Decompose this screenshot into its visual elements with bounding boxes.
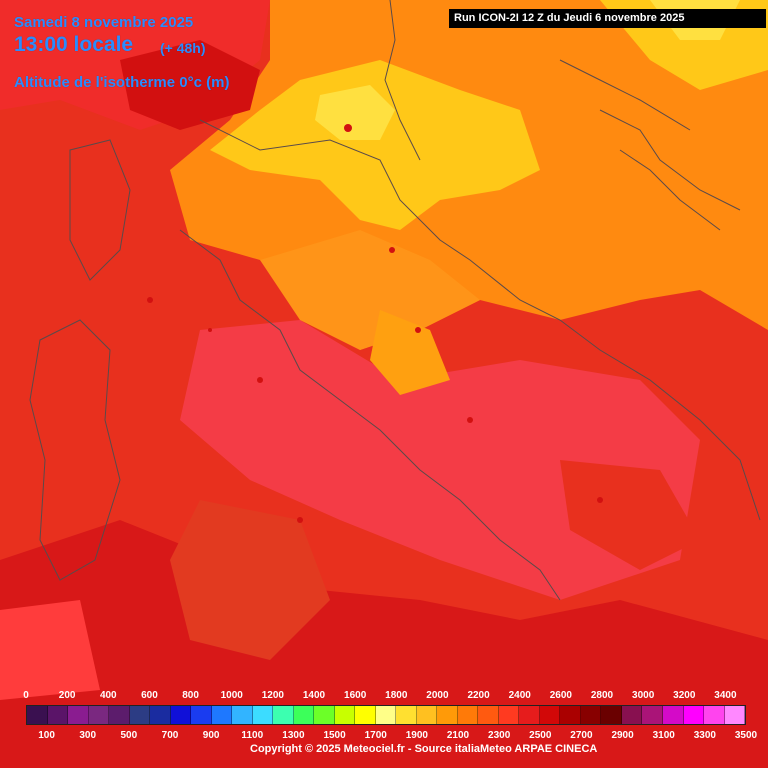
legend-color-bar <box>26 705 746 725</box>
parameter-title: Altitude de l'isotherme 0°c (m) <box>14 74 230 91</box>
legend-tick-label: 800 <box>182 690 199 701</box>
legend-tick-label: 1900 <box>405 730 428 741</box>
legend-tick-label: 500 <box>120 730 138 741</box>
legend-swatch <box>396 706 417 724</box>
legend-tick-label: 1100 <box>241 730 264 741</box>
legend-swatch <box>437 706 458 724</box>
legend-tick-label: 1800 <box>385 690 408 701</box>
legend-swatch <box>683 706 705 724</box>
legend-swatch <box>457 706 479 724</box>
forecast-date: Samedi 8 novembre 2025 <box>14 14 194 31</box>
legend-tick-label: 700 <box>161 730 179 741</box>
color-legend: 0 200 400 600 800 1000 1200 1400 1600 1800 2000 220… <box>0 686 768 768</box>
legend-swatch <box>170 706 192 724</box>
legend-swatch <box>478 706 499 724</box>
legend-tick-label: 3200 <box>673 690 696 701</box>
legend-swatch <box>601 706 622 724</box>
legend-swatch <box>498 706 520 724</box>
legend-tick-label: 400 <box>99 690 117 701</box>
legend-swatch <box>314 706 335 724</box>
legend-swatch <box>724 706 746 724</box>
legend-swatch <box>539 706 561 724</box>
legend-tick-label: 2600 <box>549 690 572 701</box>
legend-tick-label: 300 <box>79 730 97 741</box>
legend-tick-label: 2800 <box>590 690 614 701</box>
legend-swatch <box>416 706 438 724</box>
legend-tick-label: 1000 <box>220 690 243 701</box>
legend-swatch <box>150 706 171 724</box>
legend-swatch <box>519 706 540 724</box>
legend-tick-label: 0 <box>23 690 29 701</box>
forecast-time: 13:00 locale <box>14 33 134 56</box>
legend-tick-label: 1300 <box>282 730 305 741</box>
legend-swatch <box>642 706 663 724</box>
legend-tick-label: 600 <box>141 690 158 701</box>
legend-tick-label: 2000 <box>426 690 449 701</box>
legend-tick-label: 1200 <box>261 690 284 701</box>
legend-swatch <box>273 706 294 724</box>
legend-tick-label: 3300 <box>693 730 716 741</box>
legend-swatch <box>27 706 48 724</box>
legend-swatch <box>88 706 110 724</box>
legend-tick-label: 3100 <box>652 730 675 741</box>
forecast-offset: (+ 48h) <box>160 40 206 56</box>
legend-tick-label: 1400 <box>302 690 326 701</box>
legend-tick-label: 2400 <box>508 690 531 701</box>
legend-tick-label: 1700 <box>364 730 387 741</box>
legend-tick-label: 2100 <box>446 730 470 741</box>
legend-swatch <box>252 706 274 724</box>
legend-swatch <box>191 706 212 724</box>
legend-swatch <box>109 706 130 724</box>
copyright-text: Copyright © 2025 Meteociel.fr - Source i… <box>250 743 598 755</box>
legend-swatch <box>621 706 643 724</box>
legend-tick-label: 2500 <box>529 730 552 741</box>
legend-tick-label: 900 <box>202 730 220 741</box>
legend-tick-label: 2700 <box>570 730 593 741</box>
legend-tick-label: 3400 <box>714 690 737 701</box>
legend-tick-label: 100 <box>38 730 55 741</box>
legend-swatch <box>47 706 69 724</box>
legend-swatch <box>129 706 151 724</box>
legend-swatch <box>68 706 89 724</box>
legend-tick-label: 1500 <box>323 730 346 741</box>
legend-tick-label: 2300 <box>488 730 511 741</box>
legend-tick-label: 3000 <box>632 690 655 701</box>
legend-tick-label: 2200 <box>467 690 490 701</box>
legend-tick-label: 2900 <box>611 730 634 741</box>
legend-swatch <box>704 706 725 724</box>
run-info: Run ICON-2I 12 Z du Jeudi 6 novembre 202… <box>449 9 766 28</box>
legend-swatch <box>293 706 315 724</box>
legend-swatch <box>355 706 376 724</box>
legend-swatch <box>334 706 356 724</box>
legend-tick-label: 3500 <box>734 730 758 741</box>
legend-tick-label: 1600 <box>344 690 367 701</box>
legend-swatch <box>232 706 253 724</box>
legend-tick-label: 200 <box>58 690 76 701</box>
legend-swatch <box>211 706 233 724</box>
legend-swatch <box>580 706 602 724</box>
legend-swatch <box>560 706 581 724</box>
legend-swatch <box>662 706 684 724</box>
legend-swatch <box>375 706 397 724</box>
